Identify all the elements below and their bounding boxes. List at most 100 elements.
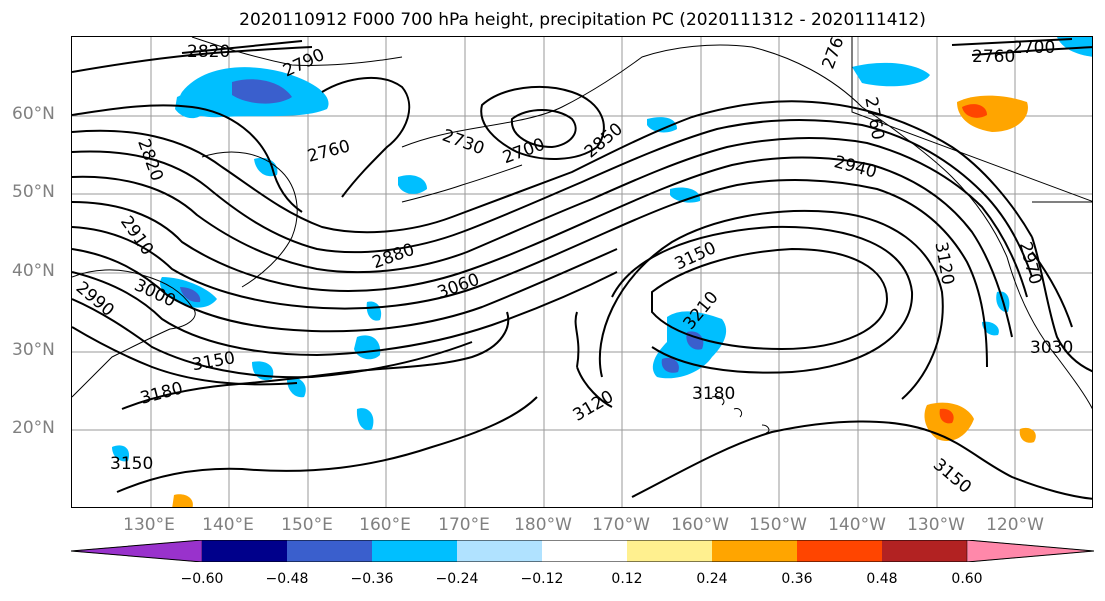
contour-low-bering-1 — [321, 76, 411, 198]
colorbar-bin — [627, 540, 712, 562]
colorbar-tick: −0.12 — [520, 571, 564, 587]
colorbar-tick: 0.60 — [951, 571, 983, 587]
precip-blob-sw-1 — [112, 445, 130, 462]
contour-label: 3060 — [435, 270, 482, 304]
contour-3180-high — [611, 225, 914, 374]
map-panel: 2820 2790 2760 2730 2700 2850 2940 2760 … — [71, 36, 1093, 508]
precip-blob-okhotsk — [254, 157, 278, 177]
contour-2790-north — [72, 46, 313, 73]
contour-label: 2760 — [972, 47, 1015, 67]
coastline-siberia — [191, 37, 403, 66]
precip-blob-central-4 — [366, 301, 382, 321]
contour-3120-south — [574, 311, 613, 408]
contour-3150-high — [598, 209, 944, 400]
lon-label-160e: 160°E — [359, 515, 411, 535]
contour-3150-south — [631, 420, 1092, 500]
contour-label: 3180 — [138, 378, 185, 409]
contour-label: 3030 — [1030, 338, 1073, 358]
precip-blob-japan-core — [180, 287, 201, 303]
precip-blob-pos-sw — [172, 494, 193, 507]
contour-label: 2760 — [860, 95, 887, 141]
height-contours — [72, 38, 1092, 500]
colorbar-bin — [372, 540, 457, 562]
contour-3180-south-coast — [116, 396, 538, 493]
precip-blob-ne-corner — [1057, 37, 1092, 57]
contour-label: 2700 — [1012, 38, 1055, 58]
coastline-kamchatka — [201, 151, 298, 288]
contour-label: 2760 — [305, 136, 352, 167]
lat-label-60n: 60°N — [12, 104, 55, 124]
precip-blob-pacific-north — [647, 117, 677, 133]
colorbar-bin — [882, 540, 967, 562]
coastline-asia — [72, 269, 196, 398]
colorbar-bin — [797, 540, 882, 562]
lon-label-170e: 170°E — [438, 515, 490, 535]
contour-jet-5 — [72, 179, 988, 368]
precip-blob-central-5 — [356, 408, 374, 431]
colorbar — [70, 539, 1095, 563]
contour-jet-1 — [72, 100, 1033, 238]
contour-label: 3180 — [692, 384, 735, 404]
lon-label-130e: 130°E — [123, 515, 175, 535]
contour-ne-corner — [951, 38, 1092, 56]
contour-label: 3150 — [929, 455, 975, 498]
contour-jet-2 — [72, 119, 1033, 278]
precip-blob-pacific-mid — [670, 187, 701, 203]
lon-label-150e: 150°E — [281, 515, 333, 535]
map-title: 2020110912 F000 700 hPa height, precipit… — [239, 10, 926, 30]
precip-blob-kamchatka — [398, 175, 427, 194]
coastline-aleutians — [401, 164, 523, 203]
height-precip-map: 2820 2790 2760 2730 2700 2850 2940 2760 … — [72, 37, 1092, 507]
lat-label-40n: 40°N — [12, 261, 55, 281]
colorbar-tick: 0.24 — [696, 571, 728, 587]
contour-jet-8 — [72, 298, 473, 379]
contour-3180 — [121, 311, 510, 410]
contour-3150 — [72, 326, 298, 386]
lon-label-140e: 140°E — [202, 515, 254, 535]
contour-2970 — [1031, 251, 1073, 328]
colorbar-extend-low — [70, 539, 203, 563]
contour-label: 3120 — [930, 240, 957, 286]
coastline-hawaii — [711, 396, 770, 434]
colorbar-tick: −0.24 — [435, 571, 479, 587]
lat-label-50n: 50°N — [12, 182, 55, 202]
precip-blob-pos-mexico-2 — [1019, 427, 1036, 443]
colorbar-tick: 0.48 — [866, 571, 898, 587]
colorbar-tick: 0.36 — [781, 571, 813, 587]
coastlines — [72, 37, 1092, 434]
contour-low-alaska-inner — [510, 109, 577, 149]
colorbar-tick: −0.60 — [180, 571, 224, 587]
contour-label: 2970 — [1015, 240, 1046, 287]
lon-label-130w: 130°W — [907, 515, 965, 535]
contour-label: 2820 — [133, 136, 167, 183]
precip-blob-central-2 — [252, 361, 274, 381]
contour-jet-7 — [72, 271, 618, 357]
precip-blob-central-1 — [354, 335, 381, 360]
contour-2820-upper — [181, 40, 303, 54]
precip-blob-bering-west-core — [232, 79, 292, 104]
colorbar-tick: −0.36 — [350, 571, 394, 587]
precip-blob-pos-mexico-core — [939, 408, 954, 424]
contour-low-bering-2 — [72, 104, 303, 213]
contour-label: 2940 — [832, 152, 879, 183]
colorbar-bin — [287, 540, 372, 562]
contour-jet-6 — [72, 248, 618, 333]
precip-blob-alaska — [852, 62, 930, 87]
precip-blob-pos-nw-america-core — [962, 104, 987, 118]
contour-label: 2790 — [280, 45, 328, 81]
colorbar-tick: 0.12 — [611, 571, 643, 587]
colorbar-tick: −0.48 — [265, 571, 309, 587]
colorbar-bin — [202, 540, 287, 562]
lat-label-20n: 20°N — [12, 418, 55, 438]
colorbar-bin — [542, 540, 627, 562]
coastline-na-border — [851, 37, 1092, 202]
lon-label-180w: 180°W — [514, 515, 572, 535]
colorbar-swatches — [70, 539, 1095, 563]
contour-label: 2760 — [818, 37, 852, 72]
colorbar-bin — [457, 540, 542, 562]
lon-label-150w: 150°W — [749, 515, 807, 535]
contour-label: 3150 — [110, 454, 153, 474]
contour-jet-3 — [72, 137, 1028, 298]
lon-label-170w: 170°W — [592, 515, 650, 535]
coastline-alaska — [401, 44, 1092, 410]
